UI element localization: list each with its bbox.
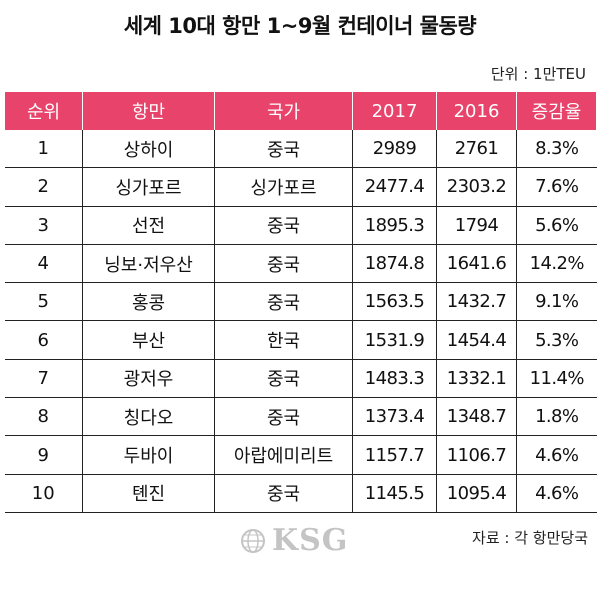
value-2017-cell: 1157.7 <box>352 435 437 475</box>
value-2016-cell: 2303.2 <box>436 167 517 207</box>
country-cell: 중국 <box>214 244 353 284</box>
rank-cell: 9 <box>4 435 83 475</box>
value-2016-cell: 1095.4 <box>436 474 517 513</box>
header-port: 항만 <box>82 92 215 130</box>
country-cell: 중국 <box>214 206 353 245</box>
rank-cell: 5 <box>4 282 83 322</box>
value-2017-cell: 2989 <box>352 130 437 169</box>
value-2017-cell: 1531.9 <box>352 320 437 360</box>
port-cell: 선전 <box>82 206 215 245</box>
value-2016-cell: 1794 <box>436 206 517 245</box>
table-row: 9 두바이 아랍에미리트 1157.7 1106.7 4.6% <box>4 435 597 475</box>
country-cell: 중국 <box>214 282 353 322</box>
port-cell: 부산 <box>82 320 215 360</box>
country-cell: 중국 <box>214 130 353 169</box>
change-rate-cell: 7.6% <box>516 167 597 207</box>
rank-cell: 2 <box>4 167 83 207</box>
port-cell: 홍콩 <box>82 282 215 322</box>
value-2017-cell: 1874.8 <box>352 244 437 284</box>
country-cell: 중국 <box>214 474 353 513</box>
rank-cell: 8 <box>4 397 83 437</box>
port-cell: 칭다오 <box>82 397 215 437</box>
header-2017: 2017 <box>352 92 437 130</box>
value-2016-cell: 1641.6 <box>436 244 517 284</box>
table-row: 8 칭다오 중국 1373.4 1348.7 1.8% <box>4 397 597 437</box>
rank-cell: 10 <box>4 474 83 513</box>
page-title: 세계 10대 항만 1~9월 컨테이너 물동량 <box>123 14 477 38</box>
table-row: 10 톈진 중국 1145.5 1095.4 4.6% <box>4 474 597 513</box>
value-2017-cell: 2477.4 <box>352 167 437 207</box>
rank-cell: 7 <box>4 359 83 399</box>
value-2016-cell: 1348.7 <box>436 397 517 437</box>
table-row: 2 싱가포르 싱가포르 2477.4 2303.2 7.6% <box>4 167 597 207</box>
watermark-text: KSG <box>272 523 349 558</box>
port-cell: 닝보·저우산 <box>82 244 215 284</box>
table-row: 6 부산 한국 1531.9 1454.4 5.3% <box>4 320 597 360</box>
rank-cell: 6 <box>4 320 83 360</box>
header-country: 국가 <box>214 92 353 130</box>
value-2016-cell: 1106.7 <box>436 435 517 475</box>
value-2017-cell: 1145.5 <box>352 474 437 513</box>
country-cell: 중국 <box>214 359 353 399</box>
change-rate-cell: 9.1% <box>516 282 597 322</box>
source-note: 자료 : 각 항만당국 <box>472 529 588 547</box>
value-2017-cell: 1563.5 <box>352 282 437 322</box>
table-row: 1 상하이 중국 2989 2761 8.3% <box>4 130 597 169</box>
rank-cell: 3 <box>4 206 83 245</box>
port-cell: 싱가포르 <box>82 167 215 207</box>
change-rate-cell: 4.6% <box>516 435 597 475</box>
country-cell: 싱가포르 <box>214 167 353 207</box>
country-cell: 아랍에미리트 <box>214 435 353 475</box>
value-2017-cell: 1373.4 <box>352 397 437 437</box>
table-row: 7 광저우 중국 1483.3 1332.1 11.4% <box>4 359 597 399</box>
port-cell: 두바이 <box>82 435 215 475</box>
change-rate-cell: 1.8% <box>516 397 597 437</box>
header-change-rate: 증감율 <box>516 92 597 130</box>
port-cell: 톈진 <box>82 474 215 513</box>
value-2016-cell: 2761 <box>436 130 517 169</box>
change-rate-cell: 4.6% <box>516 474 597 513</box>
change-rate-cell: 8.3% <box>516 130 597 169</box>
port-cell: 상하이 <box>82 130 215 169</box>
table-row: 5 홍콩 중국 1563.5 1432.7 9.1% <box>4 282 597 322</box>
header-rank: 순위 <box>4 92 83 130</box>
unit-note: 단위 : 1만TEU <box>490 65 586 83</box>
value-2016-cell: 1332.1 <box>436 359 517 399</box>
ksg-watermark: KSG <box>240 523 348 558</box>
country-cell: 중국 <box>214 397 353 437</box>
change-rate-cell: 14.2% <box>516 244 597 284</box>
table-row: 3 선전 중국 1895.3 1794 5.6% <box>4 206 597 245</box>
value-2017-cell: 1483.3 <box>352 359 437 399</box>
change-rate-cell: 5.6% <box>516 206 597 245</box>
rank-cell: 4 <box>4 244 83 284</box>
change-rate-cell: 11.4% <box>516 359 597 399</box>
rank-cell: 1 <box>4 130 83 169</box>
table-row: 4 닝보·저우산 중국 1874.8 1641.6 14.2% <box>4 244 597 284</box>
country-cell: 한국 <box>214 320 353 360</box>
value-2016-cell: 1454.4 <box>436 320 517 360</box>
change-rate-cell: 5.3% <box>516 320 597 360</box>
header-2016: 2016 <box>436 92 517 130</box>
port-ranking-table: 순위 항만 국가 2017 2016 증감율 1 상하이 중국 2989 2761 8.3… <box>4 92 597 513</box>
port-cell: 광저우 <box>82 359 215 399</box>
table-header-row: 순위 항만 국가 2017 2016 증감율 <box>4 92 597 130</box>
value-2016-cell: 1432.7 <box>436 282 517 322</box>
table-body: 1 상하이 중국 2989 2761 8.3% 2 싱가포르 싱가포르 2477.4 2303.2 7… <box>4 130 597 513</box>
value-2017-cell: 1895.3 <box>352 206 437 245</box>
globe-icon <box>241 528 265 553</box>
